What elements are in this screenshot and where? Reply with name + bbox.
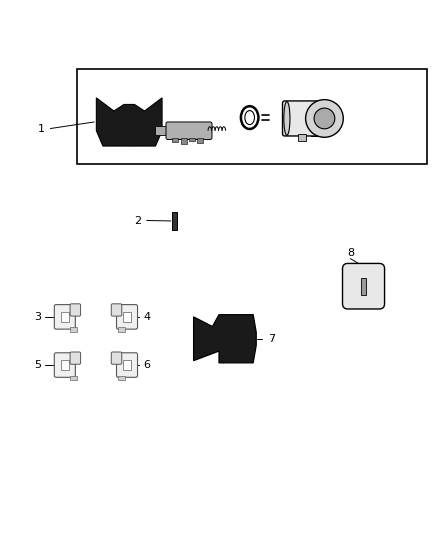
Bar bbox=[123, 312, 131, 322]
Bar bbox=[123, 360, 131, 370]
Text: 6: 6 bbox=[143, 360, 150, 370]
FancyBboxPatch shape bbox=[117, 304, 138, 329]
Ellipse shape bbox=[241, 106, 258, 129]
Bar bbox=[197, 138, 203, 143]
FancyBboxPatch shape bbox=[111, 352, 122, 364]
Bar bbox=[189, 138, 195, 141]
Bar bbox=[70, 327, 77, 332]
Polygon shape bbox=[194, 314, 256, 363]
Bar bbox=[298, 134, 306, 141]
Bar bbox=[181, 138, 187, 144]
Bar bbox=[77, 69, 427, 164]
Ellipse shape bbox=[284, 102, 290, 135]
Bar bbox=[172, 212, 177, 230]
FancyBboxPatch shape bbox=[70, 304, 81, 316]
Text: 7: 7 bbox=[268, 334, 275, 344]
Bar bbox=[172, 138, 178, 142]
Text: 5: 5 bbox=[34, 360, 41, 370]
Polygon shape bbox=[155, 126, 169, 135]
Bar bbox=[118, 327, 125, 332]
Text: 3: 3 bbox=[34, 312, 41, 322]
FancyBboxPatch shape bbox=[111, 304, 122, 316]
FancyBboxPatch shape bbox=[54, 304, 75, 329]
Bar bbox=[118, 376, 125, 380]
Text: 2: 2 bbox=[134, 215, 141, 225]
Bar bbox=[61, 312, 69, 322]
Circle shape bbox=[314, 108, 335, 129]
Text: 1: 1 bbox=[38, 124, 45, 134]
FancyBboxPatch shape bbox=[343, 263, 385, 309]
Circle shape bbox=[306, 100, 343, 138]
Bar bbox=[361, 278, 366, 295]
FancyBboxPatch shape bbox=[117, 353, 138, 377]
FancyBboxPatch shape bbox=[166, 122, 212, 140]
Bar bbox=[61, 360, 69, 370]
Text: 8: 8 bbox=[347, 248, 354, 259]
FancyBboxPatch shape bbox=[283, 101, 328, 136]
FancyBboxPatch shape bbox=[70, 352, 81, 364]
FancyBboxPatch shape bbox=[54, 353, 75, 377]
Ellipse shape bbox=[245, 110, 254, 125]
Bar bbox=[70, 376, 77, 380]
Text: 4: 4 bbox=[143, 312, 150, 322]
Polygon shape bbox=[96, 98, 162, 146]
